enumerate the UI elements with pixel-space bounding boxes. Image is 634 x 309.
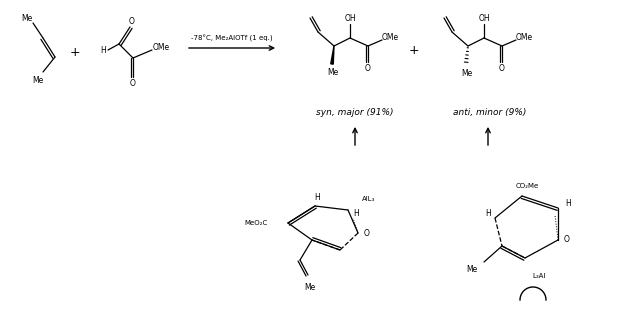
Text: Me: Me [462,69,472,78]
Text: +: + [70,45,81,58]
Text: O: O [364,228,370,238]
Text: H: H [353,210,359,218]
Text: -78°C, Me₂AlOTf (1 eq.): -78°C, Me₂AlOTf (1 eq.) [191,34,273,42]
Text: syn, major (91%): syn, major (91%) [316,108,394,116]
Text: H: H [565,200,571,209]
Text: O: O [129,16,135,26]
Text: O: O [365,64,371,73]
Text: O: O [130,78,136,87]
Text: +: + [409,44,419,57]
Polygon shape [331,46,334,64]
Text: H: H [485,209,491,218]
Text: MeO₂C: MeO₂C [245,220,268,226]
Text: AlL₃: AlL₃ [362,196,375,202]
Text: anti, minor (9%): anti, minor (9%) [453,108,527,116]
Text: O: O [499,64,505,73]
Text: OH: OH [344,14,356,23]
Text: Me: Me [327,67,339,77]
Text: OMe: OMe [382,32,399,41]
Text: O: O [564,235,570,244]
Text: OH: OH [478,14,490,23]
Text: Me: Me [32,75,44,84]
Text: H: H [314,193,320,201]
Text: Me: Me [466,265,477,274]
Text: CO₂Me: CO₂Me [515,183,539,189]
Text: Me: Me [304,282,316,291]
Text: H: H [100,45,106,54]
Text: L₃Al: L₃Al [533,273,546,279]
Text: OMe: OMe [152,43,169,52]
Text: Me: Me [22,14,32,23]
Text: OMe: OMe [515,32,533,41]
